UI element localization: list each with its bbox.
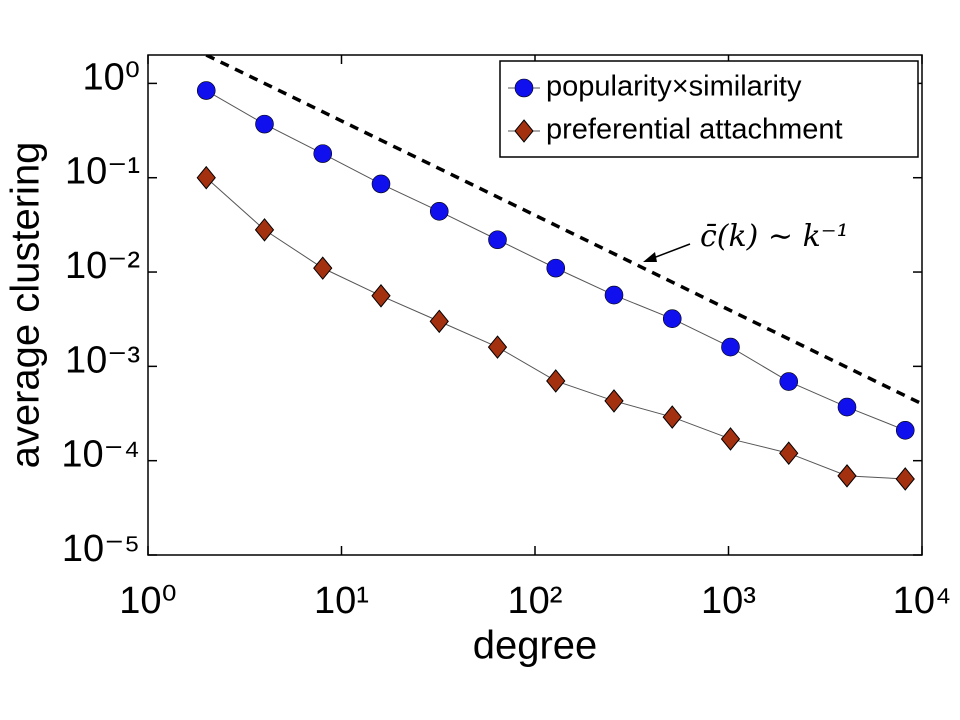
- reference-line: [205, 55, 922, 406]
- marker: [514, 119, 534, 143]
- marker: [196, 81, 216, 100]
- marker: [779, 372, 799, 391]
- marker: [255, 114, 274, 134]
- marker: [429, 309, 449, 334]
- marker: [371, 283, 391, 308]
- marker: [662, 405, 682, 429]
- y-tick-label: 10⁰: [82, 56, 140, 98]
- y-axis-label: average clustering: [4, 142, 48, 469]
- x-tick-label: 10⁴: [893, 580, 952, 622]
- legend-label: preferential attachment: [546, 114, 843, 146]
- x-tick-label: 10¹: [314, 580, 369, 622]
- marker: [313, 144, 333, 163]
- marker: [837, 397, 857, 417]
- marker: [662, 309, 682, 329]
- marker: [721, 337, 740, 357]
- marker: [546, 258, 566, 278]
- y-tick-label: 10⁻⁵: [62, 528, 140, 570]
- marker: [546, 369, 566, 393]
- y-tick-label: 10⁻³: [65, 339, 140, 381]
- x-axis-label: degree: [473, 624, 598, 668]
- marker: [313, 256, 333, 280]
- marker: [196, 165, 216, 190]
- marker: [837, 464, 857, 488]
- marker: [514, 78, 534, 98]
- marker: [895, 420, 915, 440]
- y-tick-label: 10⁻¹: [65, 151, 140, 193]
- y-tick-label: 10⁻⁴: [61, 434, 140, 476]
- x-tick-label: 10²: [508, 580, 563, 622]
- marker: [779, 441, 799, 465]
- marker: [487, 335, 508, 359]
- x-tick-label: 10³: [701, 580, 756, 622]
- marker: [371, 174, 391, 194]
- marker: [429, 202, 449, 221]
- marker: [488, 230, 507, 250]
- marker: [604, 389, 624, 413]
- marker: [604, 285, 624, 305]
- annotation: c̄(k) ∼ k⁻¹: [700, 219, 849, 254]
- marker: [720, 427, 741, 451]
- arrow-head: [643, 252, 657, 262]
- marker: [254, 218, 275, 242]
- y-tick-label: 10⁻²: [65, 245, 140, 287]
- x-tick-label: 10⁰: [119, 580, 177, 622]
- legend-label: popularity×similarity: [546, 71, 802, 103]
- marker: [895, 467, 915, 491]
- legend-box: [499, 60, 919, 158]
